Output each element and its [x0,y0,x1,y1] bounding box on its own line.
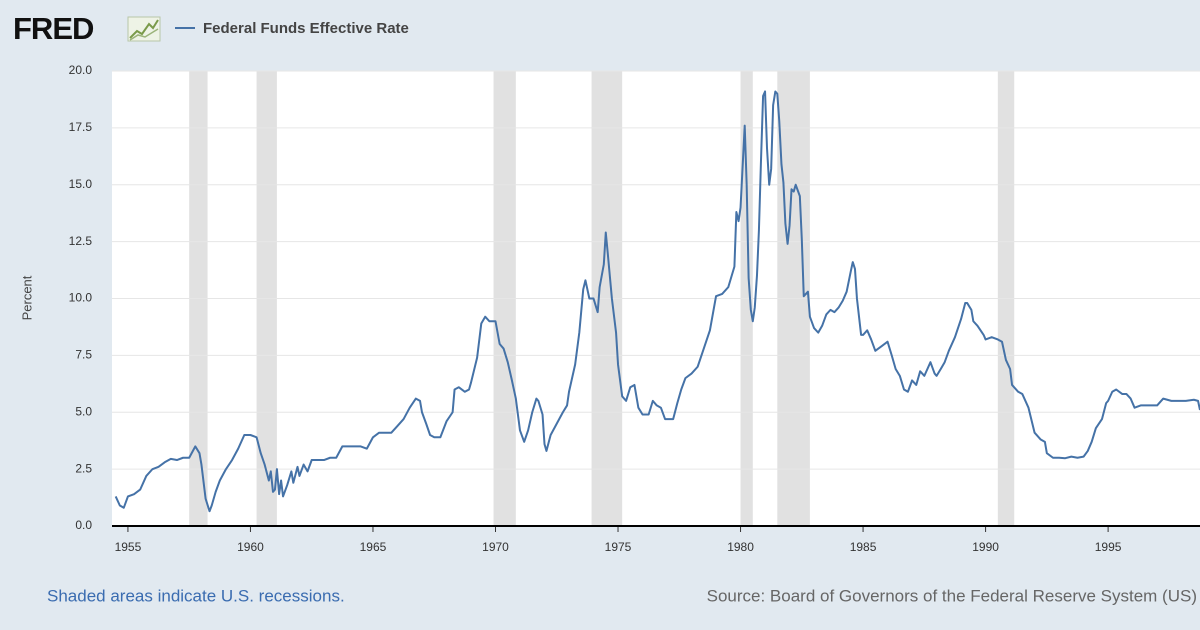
x-tick-label: 1955 [115,540,142,554]
x-tick-label: 1965 [360,540,387,554]
recession-note: Shaded areas indicate U.S. recessions. [47,586,345,605]
x-tick-label: 1995 [1095,540,1122,554]
legend-label: Federal Funds Effective Rate [203,20,409,37]
data-line [114,90,1200,513]
y-axis-title: Percent [19,275,34,320]
logo-icon [127,16,161,42]
y-tick-label: 2.5 [75,461,92,475]
y-tick-label: 0.0 [75,518,92,532]
x-tick-label: 1985 [850,540,877,554]
y-tick-label: 7.5 [75,348,92,362]
y-tick-label: 15.0 [69,177,93,191]
logo: FRED [13,11,94,46]
source: Source: Board of Governors of the Federa… [707,586,1197,605]
y-tick-label: 5.0 [75,404,92,418]
y-tick-label: 17.5 [69,120,93,134]
y-tick-label: 20.0 [69,63,93,77]
x-tick-label: 1990 [972,540,999,554]
x-tick-label: 1970 [482,540,509,554]
x-tick-label: 1960 [237,540,264,554]
y-tick-label: 10.0 [69,291,93,305]
x-tick-label: 1980 [727,540,754,554]
y-tick-label: 12.5 [69,234,93,248]
x-tick-label: 1975 [605,540,632,554]
